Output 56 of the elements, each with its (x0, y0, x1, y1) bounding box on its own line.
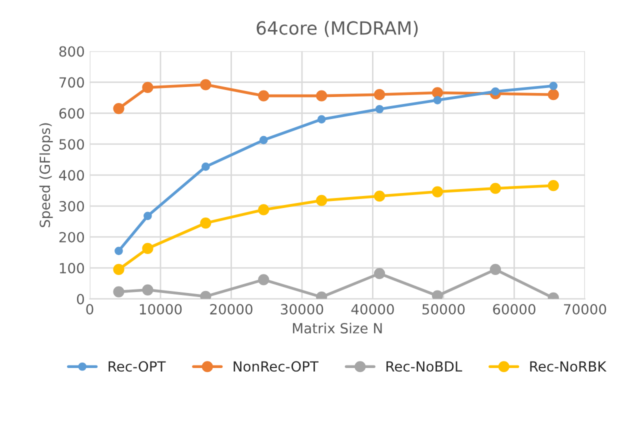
point (113, 286, 124, 298)
x-tick-label: 50000 (422, 304, 465, 315)
point (548, 89, 559, 100)
point (433, 96, 442, 104)
y-tick-label: 600 (59, 108, 84, 119)
y-tick-label: 0 (76, 294, 84, 304)
y-axis-title: Speed (GFlops) (39, 123, 53, 228)
x-tick-label: 10000 (140, 304, 182, 315)
y-tick-label: 400 (59, 170, 84, 181)
point (258, 204, 270, 216)
point (200, 79, 212, 90)
y-tick-label: 300 (59, 200, 84, 212)
point (200, 218, 212, 229)
legend-label: NonRec-OPT (234, 361, 319, 372)
point (374, 190, 386, 202)
point (113, 102, 124, 114)
point (113, 264, 124, 276)
x-tick-label: 20000 (210, 304, 252, 315)
point (432, 87, 444, 98)
point (432, 186, 444, 198)
point (549, 82, 558, 90)
point (316, 194, 328, 206)
x-tick-label: 70000 (564, 304, 606, 315)
y-tick-label: 500 (59, 139, 84, 150)
legend-label: Rec-NoBDL (386, 361, 462, 372)
point (258, 90, 270, 102)
y-tick-label: 100 (60, 262, 84, 274)
point (375, 104, 384, 114)
y-tick-label: 800 (59, 46, 84, 57)
point (491, 87, 500, 96)
x-tick-label: 0 (86, 304, 94, 315)
point (374, 268, 386, 280)
x-tick-label: 60000 (493, 304, 536, 315)
legend-label: Rec-NoRBK (530, 361, 607, 372)
point (374, 89, 386, 100)
point (142, 242, 154, 254)
point (548, 180, 559, 192)
x-tick-label: 40000 (351, 304, 394, 315)
point (142, 284, 154, 296)
point (142, 82, 154, 94)
point (114, 246, 123, 256)
point (144, 212, 152, 220)
x-tick-label: 30000 (280, 304, 324, 315)
point (259, 136, 268, 144)
point (258, 274, 270, 286)
point (201, 162, 210, 171)
point (490, 264, 501, 276)
y-tick-label: 700 (60, 77, 84, 88)
point (316, 90, 328, 102)
legend-label: Rec-OPT (108, 361, 166, 372)
point (490, 182, 501, 194)
chart-title: 64core (MCDRAM) (256, 20, 418, 37)
y-tick-label: 200 (59, 232, 84, 242)
x-axis-title: Matrix Size N (292, 322, 382, 334)
point (317, 115, 326, 124)
point (432, 290, 444, 299)
